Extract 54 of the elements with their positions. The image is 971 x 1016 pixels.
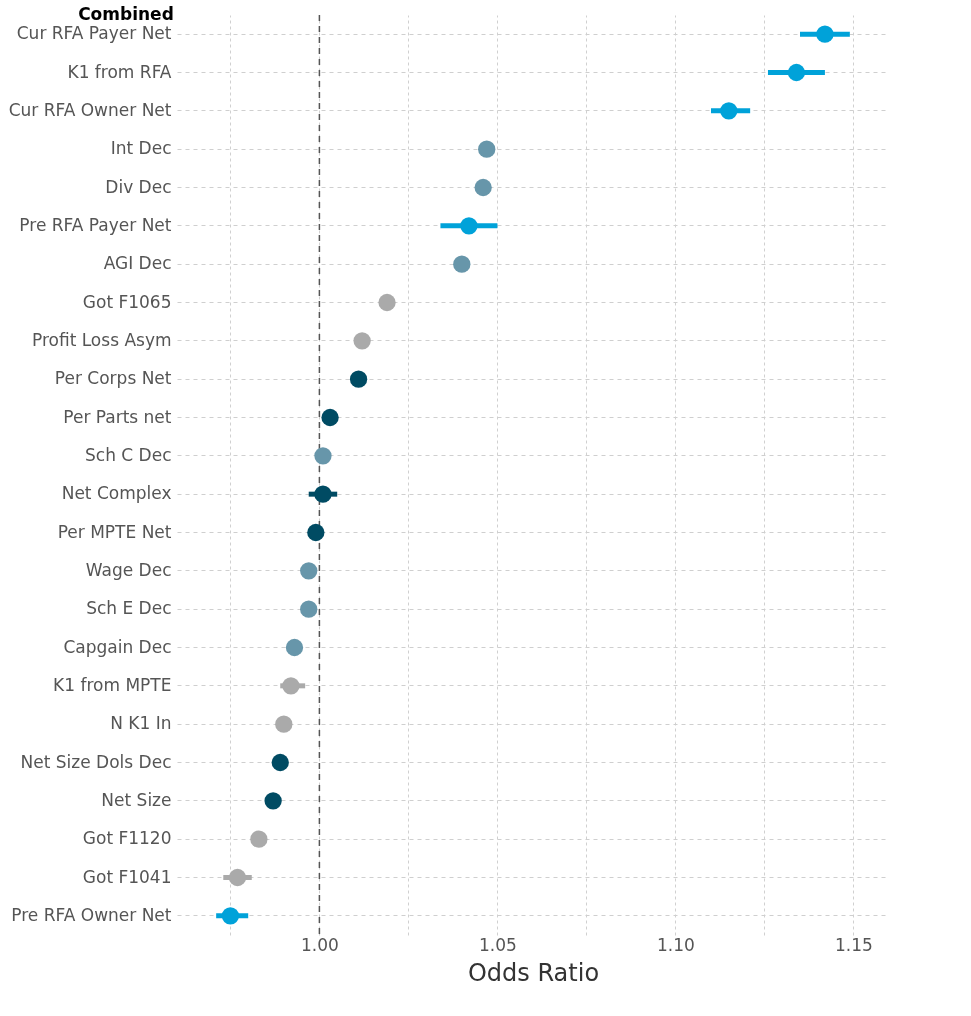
point	[314, 447, 332, 465]
point	[228, 868, 247, 887]
y-tick-label: Pre RFA Owner Net	[11, 904, 172, 925]
x-axis-title: Odds Ratio	[467, 958, 600, 987]
y-tick-label: Sch E Dec	[86, 598, 172, 619]
y-tick-label: Per Parts net	[63, 406, 172, 427]
point	[300, 562, 318, 580]
point	[787, 63, 806, 82]
y-tick-label: Int Dec	[110, 138, 172, 159]
y-tick-label: Capgain Dec	[63, 636, 172, 657]
y-tick-label: Net Complex	[61, 483, 172, 504]
y-tick-label: K1 from RFA	[67, 61, 172, 82]
point	[271, 753, 289, 772]
y-tick-label: Wage Dec	[85, 559, 172, 580]
y-tick-label: Net Size	[101, 789, 172, 810]
y-tick-label: Cur RFA Owner Net	[8, 99, 172, 120]
y-tick-label: Pre RFA Payer Net	[19, 214, 172, 235]
point	[314, 485, 332, 503]
point	[250, 830, 268, 848]
y-tick-label: N K1 In	[110, 713, 172, 734]
y-tick-label: AGI Dec	[103, 253, 172, 274]
y-tick-label: Got F1041	[82, 866, 172, 887]
point	[264, 792, 282, 810]
y-tick-label: Per MPTE Net	[57, 521, 172, 542]
y-tick-label: Net Size Dols Dec	[20, 751, 172, 772]
point	[478, 140, 496, 158]
y-tick-label: Profit Loss Asym	[31, 329, 172, 350]
x-tick-label: 1.15	[834, 934, 873, 955]
x-tick-label: 1.05	[478, 934, 517, 955]
point	[816, 25, 834, 43]
y-tick-label: Cur RFA Payer Net	[16, 23, 172, 44]
point	[321, 408, 339, 427]
point	[353, 332, 371, 350]
point	[453, 255, 471, 273]
chart-title: Combined	[78, 4, 174, 25]
point	[460, 217, 478, 235]
point	[307, 523, 325, 542]
point	[285, 638, 304, 657]
point	[378, 293, 396, 312]
point	[474, 178, 492, 197]
point	[300, 600, 318, 618]
y-tick-label: Div Dec	[105, 176, 172, 197]
y-tick-label: Got F1120	[82, 828, 172, 849]
y-tick-label: Per Corps Net	[54, 368, 172, 389]
y-tick-label: K1 from MPTE	[53, 674, 172, 695]
point	[221, 907, 240, 925]
point	[720, 102, 738, 120]
point	[275, 715, 293, 733]
x-tick-label: 1.00	[300, 934, 339, 955]
y-tick-label: Sch C Dec	[85, 444, 172, 465]
x-tick-label: 1.10	[656, 934, 695, 955]
point	[282, 677, 300, 695]
point	[349, 370, 368, 388]
y-tick-label: Got F1065	[82, 291, 172, 312]
